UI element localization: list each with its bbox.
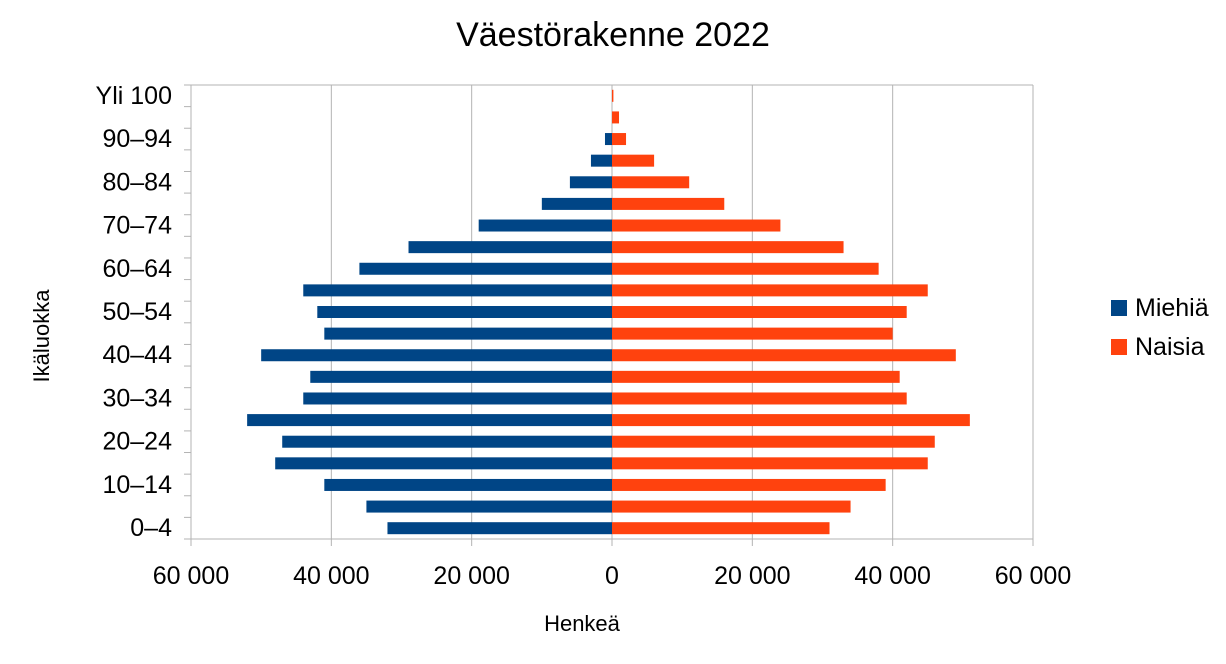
bar-naisia	[612, 435, 935, 448]
bar-miehia	[303, 284, 612, 297]
bar-miehia	[387, 522, 612, 535]
y-axis-title: Ikäluokka	[29, 289, 54, 383]
bar-naisia	[612, 370, 900, 383]
legend-label: Naisia	[1135, 333, 1205, 361]
y-tick-label: 50–54	[102, 298, 172, 326]
y-tick-label: 20–24	[102, 428, 172, 456]
bar-naisia	[612, 349, 956, 362]
bar-miehia	[478, 219, 612, 232]
bar-naisia	[612, 241, 844, 254]
bar-miehia	[261, 349, 612, 362]
bars	[247, 89, 970, 535]
bar-miehia	[590, 154, 612, 167]
y-tick-label: 60–64	[102, 255, 172, 283]
y-tick-label: 90–94	[102, 125, 172, 153]
x-tick-label: 40 000	[293, 562, 369, 590]
bar-miehia	[324, 478, 612, 491]
bar-miehia	[317, 306, 612, 318]
bar-naisia	[612, 133, 627, 146]
bar-miehia	[282, 435, 612, 448]
bar-miehia	[408, 241, 612, 254]
bar-naisia	[612, 111, 620, 124]
bar-naisia	[612, 89, 614, 102]
x-tick-label: 20 000	[433, 562, 509, 590]
bar-naisia	[612, 262, 879, 275]
bar-miehia	[303, 392, 612, 405]
x-tick-label: 60 000	[995, 562, 1071, 590]
y-tick-label: 70–74	[102, 212, 172, 240]
bar-naisia	[612, 392, 907, 405]
y-axis: 0–4 10–14 20–24 30–34 40–44 50–54 60–64 70–74 80…	[96, 82, 192, 542]
y-tick-label: 0–4	[130, 514, 172, 542]
bar-naisia	[612, 522, 830, 535]
chart-title: Väestörakenne 2022	[456, 16, 770, 54]
bar-miehia	[310, 370, 612, 383]
bar-naisia	[612, 478, 886, 491]
bar-miehia	[247, 414, 612, 427]
legend: Miehiä Naisia	[1111, 294, 1209, 361]
bar-miehia	[359, 262, 612, 275]
y-tick-label: 40–44	[102, 341, 172, 369]
x-tick-label: 0	[605, 562, 619, 590]
bar-naisia	[612, 284, 928, 297]
bar-miehia	[569, 176, 612, 189]
bar-miehia	[324, 327, 612, 340]
bar-miehia	[604, 133, 612, 146]
bar-naisia	[612, 306, 907, 318]
bar-miehia	[541, 197, 612, 210]
legend-swatch	[1111, 339, 1127, 355]
bar-naisia	[612, 327, 893, 340]
y-tick-label: Yli 100	[96, 82, 172, 110]
bar-naisia	[612, 500, 851, 513]
x-axis: 60 000 40 000 20 000 0 20 000 40 000 60 000	[153, 539, 1071, 590]
x-axis-title: Henkeä	[544, 611, 621, 636]
bar-naisia	[612, 176, 690, 189]
bar-miehia	[366, 500, 612, 513]
y-tick-label: 80–84	[102, 168, 172, 196]
x-tick-label: 20 000	[714, 562, 790, 590]
x-tick-label: 40 000	[854, 562, 930, 590]
bar-naisia	[612, 414, 970, 427]
y-tick-label: 10–14	[102, 471, 172, 499]
y-tick-label: 30–34	[102, 384, 172, 412]
legend-label: Miehiä	[1135, 294, 1209, 322]
bar-miehia	[275, 457, 612, 470]
bar-naisia	[612, 154, 655, 167]
x-tick-label: 60 000	[153, 562, 229, 590]
legend-swatch	[1111, 300, 1127, 316]
bar-naisia	[612, 197, 725, 210]
bar-naisia	[612, 457, 928, 470]
bar-naisia	[612, 219, 781, 232]
